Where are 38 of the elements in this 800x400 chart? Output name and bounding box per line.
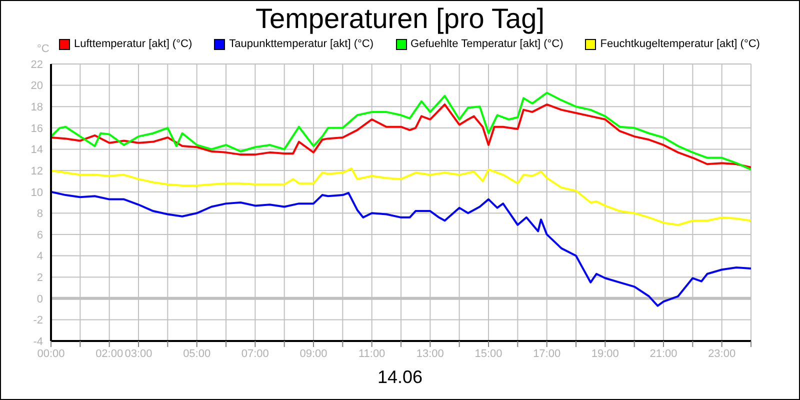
x-tick-label: 15:00 <box>474 348 502 360</box>
line-series <box>51 190 751 307</box>
line-series <box>51 103 751 168</box>
y-tick-label: 10 <box>30 186 43 199</box>
x-tick-label: 02:00 <box>96 348 124 360</box>
x-tick-label: 21:00 <box>650 348 678 360</box>
y-tick-label: 2 <box>36 272 43 284</box>
y-tick-label: 0 <box>36 293 43 306</box>
y-axis-title: °C <box>37 43 50 55</box>
y-tick-label: 14 <box>30 144 43 156</box>
y-tick-label: 8 <box>36 208 43 220</box>
x-tick-label: 17:00 <box>533 348 561 360</box>
y-tick-label: 18 <box>30 102 43 114</box>
y-tick-label: 6 <box>36 229 43 242</box>
y-tick-label: -4 <box>33 336 43 348</box>
y-tick-label: 20 <box>30 80 43 92</box>
x-tick-label: 00:00 <box>37 348 65 360</box>
y-tick-label: 4 <box>36 250 43 263</box>
line-series <box>51 92 751 170</box>
legend-label: Feuchtkugeltemperatur [akt] (°C) <box>600 38 760 50</box>
y-tick-label: 22 <box>30 58 43 71</box>
line-series <box>51 167 751 226</box>
x-axis-title: 14.06 <box>376 367 424 388</box>
y-tick-label: -2 <box>33 314 43 327</box>
chart-title: Temperaturen [pro Tag] <box>254 3 546 35</box>
x-tick-label: 09:00 <box>300 348 328 360</box>
x-tick-label: 19:00 <box>591 348 619 360</box>
x-tick-label: 05:00 <box>183 348 211 360</box>
legend-label: Gefuehlte Temperatur [akt] (°C) <box>410 38 564 50</box>
x-tick-label: 13:00 <box>416 348 444 360</box>
x-tick-label: 23:00 <box>708 348 736 360</box>
legend-label: Lufttemperatur [akt] (°C) <box>74 38 192 50</box>
legend-label: Taupunkttemperatur [akt] (°C) <box>229 38 374 50</box>
y-tick-label: 12 <box>30 165 43 178</box>
x-tick-label: 11:00 <box>358 348 386 360</box>
y-tick-label: 16 <box>30 122 43 135</box>
x-tick-label: 03:00 <box>124 348 152 360</box>
x-tick-label: 07:00 <box>241 348 269 360</box>
